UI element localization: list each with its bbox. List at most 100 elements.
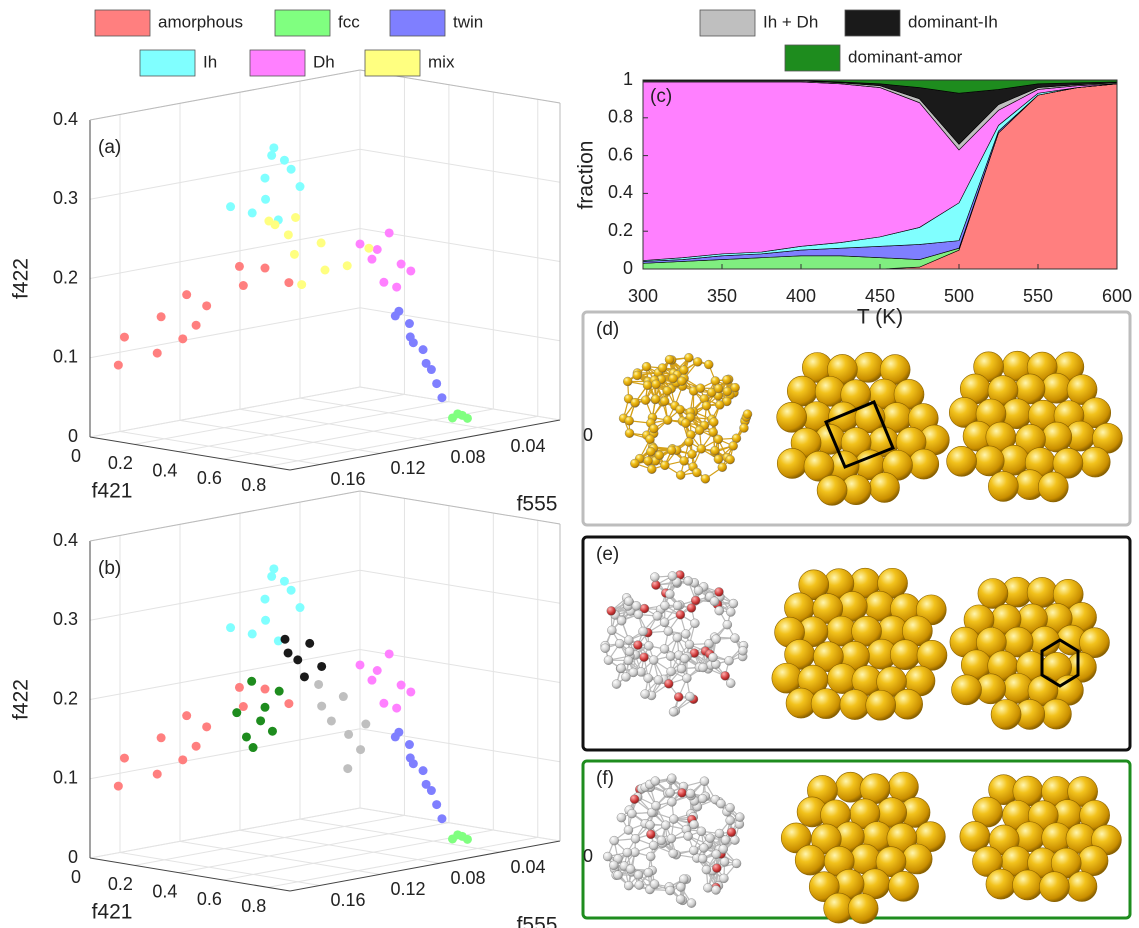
scatter-point: [152, 769, 162, 779]
atom: [951, 674, 982, 706]
atom: [1079, 627, 1110, 658]
atom: [985, 868, 1017, 900]
scatter-point: [241, 732, 251, 742]
atom: [675, 610, 686, 620]
atom: [718, 844, 728, 854]
legend-swatch: [699, 9, 756, 37]
scatter-point: [247, 208, 257, 218]
atom: [647, 464, 657, 474]
scatter-point: [279, 155, 289, 165]
atom: [649, 423, 659, 434]
grid-line: [89, 307, 361, 359]
scatter-point: [406, 687, 416, 697]
scatter-point: [269, 143, 279, 153]
grid-line: [359, 569, 561, 604]
y-tick-label: 0.12: [390, 458, 425, 478]
atom: [600, 643, 610, 653]
y-tick-label: 0.2: [608, 220, 633, 240]
scatter-point: [297, 280, 307, 290]
atom: [675, 894, 686, 905]
scatter-point: [226, 202, 236, 212]
scatter-point: [191, 741, 201, 751]
y-tick-label: 0.6: [608, 144, 633, 164]
atom: [624, 646, 635, 657]
legend-swatch: [249, 49, 306, 77]
atom: [632, 370, 642, 381]
x-tick-label: 300: [628, 286, 658, 306]
atom: [646, 851, 656, 862]
atom: [776, 401, 807, 433]
atom: [627, 808, 637, 819]
y-tick-label: 0.16: [330, 469, 365, 489]
atom: [649, 879, 660, 889]
grid-line: [359, 728, 561, 763]
atom: [667, 571, 678, 581]
atom: [644, 641, 654, 651]
atom: [682, 673, 692, 683]
atom: [643, 867, 654, 878]
scatter-point: [390, 311, 400, 321]
atom: [716, 798, 726, 809]
atom: [662, 386, 673, 396]
y-tick-label: 0.16: [330, 890, 365, 910]
atom: [676, 882, 686, 892]
atom: [803, 450, 835, 482]
atom: [916, 640, 948, 671]
atom: [888, 870, 919, 902]
atom: [709, 417, 719, 427]
y-tick-label: 0.4: [608, 182, 633, 202]
scatter-point: [406, 266, 416, 276]
atom: [660, 600, 670, 611]
atom: [628, 667, 638, 678]
atom: [1012, 869, 1043, 901]
atom: [719, 857, 730, 867]
atom: [606, 606, 616, 616]
y-tick-label: 0: [583, 425, 593, 445]
scatter-point: [355, 239, 365, 249]
scatter-point: [364, 243, 374, 253]
scatter-point: [437, 393, 447, 403]
scatter-point: [372, 244, 382, 254]
scatter-point: [279, 576, 289, 586]
atom: [624, 596, 634, 607]
atom: [813, 641, 844, 673]
panel-label: (c): [650, 86, 672, 107]
atom: [641, 361, 652, 372]
scatter-point: [384, 228, 394, 238]
scatter-point: [343, 764, 353, 774]
grid-line: [89, 148, 361, 200]
axis-line: [359, 490, 561, 525]
atom: [839, 689, 871, 720]
atom: [1039, 871, 1070, 903]
x-tick-label: 600: [1102, 286, 1132, 306]
atom: [645, 434, 655, 444]
atom: [677, 376, 687, 386]
atom: [654, 450, 665, 461]
atom: [681, 418, 691, 428]
grid-line: [299, 818, 501, 853]
atom: [725, 454, 735, 465]
atom: [696, 826, 707, 837]
scatter-point: [295, 603, 305, 613]
scatter-point: [226, 623, 236, 633]
atom: [711, 849, 721, 859]
atom: [697, 853, 708, 864]
x-tick-label: 500: [944, 286, 974, 306]
grid-line: [89, 807, 361, 859]
atom: [680, 653, 690, 664]
y-tick-label: 0.08: [450, 447, 485, 467]
atom: [624, 416, 634, 426]
atom: [623, 655, 634, 666]
y-tick-label: 0.04: [510, 436, 545, 456]
legend-label: fcc: [338, 12, 360, 31]
scatter-point: [384, 649, 394, 659]
atom: [1052, 447, 1084, 479]
x-tick-label: 350: [707, 286, 737, 306]
axis-line: [89, 857, 291, 892]
atom: [726, 827, 737, 837]
y-tick-label: 0.8: [608, 107, 633, 127]
atom: [663, 626, 674, 636]
scatter-point: [367, 254, 377, 264]
